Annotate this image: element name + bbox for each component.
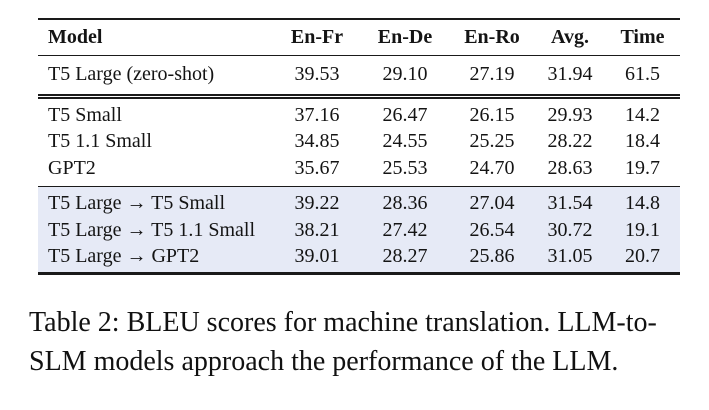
avg-cell: 31.94 [547,63,593,85]
avg-cell: 28.63 [547,157,593,180]
en-fr-cell: 39.53 [294,63,340,85]
en-fr-cell: 39.01 [273,244,361,274]
en-de-cell: 28.36 [361,186,449,216]
group-llm-zero-shot: T5 Large (zero-shot) 39.53 29.10 27.19 3… [38,55,680,96]
group-slm-baselines: T5 Small 37.16 26.47 26.15 29.93 14.2 T5… [38,96,680,187]
caption-line-1: Table 2: BLEU scores for machine transla… [29,307,657,338]
time-cell: 61.5 [625,63,660,85]
avg-cell: 31.05 [535,244,605,274]
col-header-en-ro: En-Ro [464,25,520,48]
en-de-cell: 24.55 [382,130,428,152]
avg-cell: 29.93 [547,103,593,126]
en-fr-cell: 35.67 [294,157,340,180]
table-header: Model En-Fr En-De En-Ro Avg. Time [38,19,680,55]
model-cell: T5 Small [48,103,122,126]
col-header-model: Model [48,25,103,48]
col-header-avg: Avg. [551,25,589,48]
table-caption: Table 2: BLEU scores for machine transla… [29,304,689,381]
results-table-wrap: Model En-Fr En-De En-Ro Avg. Time T5 Lar… [38,18,680,275]
en-ro-cell: 24.70 [469,157,515,180]
en-ro-cell: 26.15 [469,103,515,126]
table-row: T5 Large (zero-shot) 39.53 29.10 27.19 3… [38,55,680,96]
col-header-time: Time [620,25,665,48]
model-cell: T5 Large → GPT2 [38,244,273,274]
en-fr-cell: 37.16 [294,103,340,126]
table-row: T5 Large → GPT2 39.01 28.27 25.86 31.05 … [38,244,680,274]
model-cell: T5 Large → T5 Small [38,186,273,216]
model-cell: GPT2 [48,157,96,180]
en-fr-cell: 39.22 [273,186,361,216]
avg-cell: 28.22 [547,130,593,152]
model-cell: T5 1.1 Small [48,130,152,152]
table-row: GPT2 35.67 25.53 24.70 28.63 19.7 [38,157,680,187]
en-de-cell: 27.42 [361,215,449,245]
en-ro-cell: 25.25 [469,130,515,152]
time-cell: 19.1 [605,215,680,245]
table-row: T5 Small 37.16 26.47 26.15 29.93 14.2 [38,96,680,127]
en-ro-cell: 25.86 [449,244,535,274]
en-fr-cell: 34.85 [294,130,340,152]
time-cell: 18.4 [625,130,660,152]
avg-cell: 30.72 [535,215,605,245]
time-cell: 14.2 [625,103,660,126]
en-ro-cell: 26.54 [449,215,535,245]
model-cell: T5 Large (zero-shot) [48,63,215,85]
en-ro-cell: 27.04 [449,186,535,216]
col-header-en-de: En-De [377,25,433,48]
en-de-cell: 26.47 [382,103,428,126]
en-de-cell: 25.53 [382,157,428,180]
en-de-cell: 28.27 [361,244,449,274]
en-fr-cell: 38.21 [273,215,361,245]
bleu-results-table: Model En-Fr En-De En-Ro Avg. Time T5 Lar… [38,18,680,275]
group-llm-to-slm-highlighted: T5 Large → T5 Small 39.22 28.36 27.04 31… [38,186,680,274]
en-de-cell: 29.10 [382,63,428,85]
time-cell: 20.7 [605,244,680,274]
time-cell: 19.7 [625,157,660,180]
table-row: T5 Large → T5 Small 39.22 28.36 27.04 31… [38,186,680,216]
col-header-en-fr: En-Fr [290,25,344,48]
table-row: T5 Large → T5 1.1 Small 38.21 27.42 26.5… [38,215,680,245]
table-row: T5 1.1 Small 34.85 24.55 25.25 28.22 18.… [38,127,680,157]
en-ro-cell: 27.19 [469,63,515,85]
header-row: Model En-Fr En-De En-Ro Avg. Time [38,19,680,55]
avg-cell: 31.54 [535,186,605,216]
model-cell: T5 Large → T5 1.1 Small [38,215,273,245]
caption-line-2: SLM models approach the performance of t… [29,345,619,377]
time-cell: 14.8 [605,186,680,216]
